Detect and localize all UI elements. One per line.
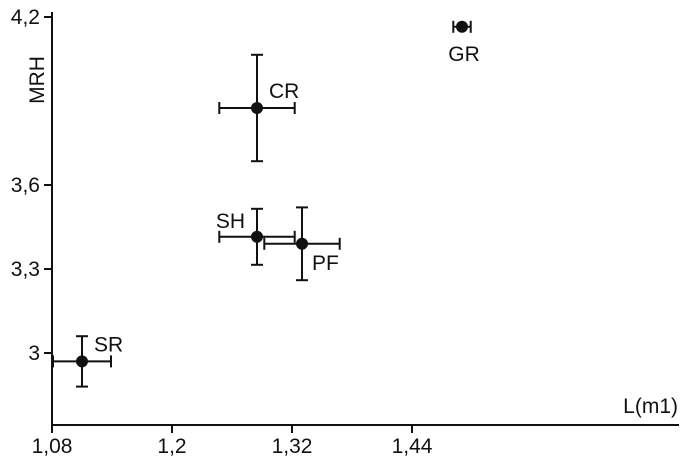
data-point-marker — [251, 102, 263, 114]
data-points-group: GR CR SH PF SR — [52, 20, 480, 388]
data-point-label: PF — [312, 252, 339, 275]
x-tick-label: 1,32 — [272, 435, 313, 458]
y-tick-label: 3,6 — [11, 174, 40, 197]
x-tick-label: 1,08 — [32, 435, 73, 458]
y-axis-title: MRH — [26, 56, 49, 104]
data-point-marker — [251, 230, 263, 243]
data-point-gr: GR — [448, 20, 480, 66]
data-point-label: CR — [269, 80, 299, 103]
y-ticks-group: 3 3,3 3,6 4,2 — [11, 6, 52, 365]
data-point-marker — [296, 237, 308, 250]
x-axis-title: L(m1) — [623, 395, 678, 418]
x-ticks-group: 1,08 1,2 1,32 1,44 — [32, 425, 433, 458]
y-tick-label: 4,2 — [11, 6, 40, 29]
x-tick-label: 1,2 — [157, 435, 186, 458]
data-point-pf: PF — [263, 206, 341, 282]
data-point-sr: SR — [52, 333, 123, 388]
data-point-marker — [76, 355, 88, 368]
y-tick-label: 3,3 — [11, 258, 40, 281]
y-tick-label: 3 — [28, 342, 40, 365]
data-point-label: SH — [216, 210, 245, 233]
data-point-cr: CR — [218, 53, 299, 163]
data-point-label: GR — [448, 43, 480, 66]
data-point-label: SR — [94, 333, 123, 356]
data-point-sh: SH — [216, 207, 296, 266]
x-tick-label: 1,44 — [392, 435, 433, 458]
data-point-marker — [456, 20, 468, 33]
